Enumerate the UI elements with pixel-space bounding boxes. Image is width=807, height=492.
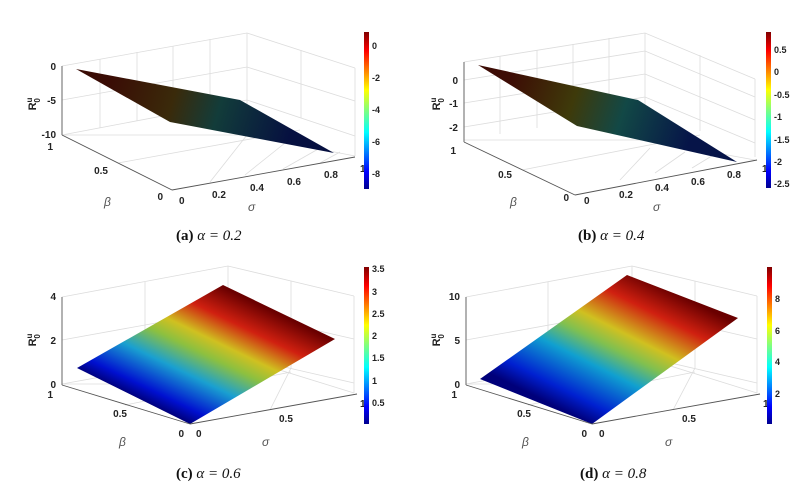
- x-tick: 0.8: [727, 170, 741, 181]
- y-tick: 0.5: [94, 166, 108, 177]
- colorbar-tick: -2: [774, 157, 782, 167]
- colorbar-d: [767, 267, 772, 424]
- y-axis-label: β: [103, 195, 111, 209]
- colorbar-tick: 8: [775, 294, 780, 304]
- surface-plot-c: 4 2 0 1 0.5 0 0 0.5 1 Ru0 β σ 3.5 3 2.5 …: [25, 264, 385, 449]
- colorbar-tick: 3.5: [372, 264, 385, 274]
- colorbar-tick: 0: [774, 67, 779, 77]
- colorbar-tick: 1: [372, 376, 377, 386]
- caption-d: (d) α = 0.8: [580, 466, 647, 482]
- surface-d: [480, 275, 738, 424]
- colorbar-tick: 6: [775, 326, 780, 336]
- y-axis-label: β: [521, 435, 529, 449]
- z-axis-label: Ru0: [25, 333, 42, 346]
- z-tick: 0: [452, 76, 458, 87]
- z-tick: -5: [47, 96, 56, 107]
- y-tick: 0: [178, 429, 184, 440]
- colorbar-c: [364, 267, 369, 424]
- y-tick: 0: [581, 429, 587, 440]
- colorbar-tick: 4: [775, 357, 780, 367]
- x-tick: 0.4: [655, 183, 669, 194]
- x-tick: 0.5: [279, 414, 293, 425]
- caption-b: (b) α = 0.4: [578, 228, 645, 244]
- x-tick: 0: [196, 429, 202, 440]
- x-tick: 0.6: [691, 177, 705, 188]
- y-tick: 1: [47, 142, 53, 153]
- colorbar-tick: 1.5: [372, 353, 385, 363]
- colorbar-tick: 2.5: [372, 309, 385, 319]
- colorbar-tick: -2.5: [774, 179, 790, 189]
- caption-c: (c) α = 0.6: [176, 466, 241, 482]
- z-tick: 5: [454, 336, 460, 347]
- y-axis-label: β: [509, 195, 517, 209]
- z-tick: 0: [454, 380, 460, 391]
- colorbar-tick: -0.5: [774, 90, 790, 100]
- colorbar-tick: -8: [372, 169, 380, 179]
- z-tick: -2: [449, 123, 458, 134]
- x-tick: 1: [762, 164, 768, 175]
- colorbar-b: [766, 32, 771, 188]
- colorbar-tick: 0.5: [372, 398, 385, 408]
- y-tick: 1: [450, 146, 456, 157]
- surface-a: [76, 69, 334, 153]
- y-tick: 0: [157, 192, 163, 203]
- y-tick: 0: [563, 193, 569, 204]
- surface-plot-b: 0 -1 -2 1 0.5 0 0 0.2 0.4 0.6 0.8 1 Ru0 …: [429, 32, 790, 214]
- caption-a: (a) α = 0.2: [176, 228, 242, 244]
- surface-plot-a: 0 -5 -10 1 0.5 0 0 0.2 0.4 0.6 0.8 1 Ru0…: [25, 32, 380, 214]
- colorbar-tick: 3: [372, 287, 377, 297]
- z-axis-label: Ru0: [429, 97, 446, 110]
- colorbar-tick: 2: [775, 389, 780, 399]
- z-tick: -10: [42, 130, 57, 141]
- colorbar-tick: -1: [774, 112, 782, 122]
- colorbar-tick: -1.5: [774, 135, 790, 145]
- colorbar-a: [364, 32, 369, 189]
- colorbar-tick: 0: [372, 41, 377, 51]
- z-tick: -1: [449, 99, 458, 110]
- colorbar-tick: -4: [372, 105, 380, 115]
- colorbar-tick: 0.5: [774, 45, 787, 55]
- x-tick: 1: [763, 399, 769, 410]
- x-axis-label: σ: [262, 435, 270, 449]
- x-tick: 0.2: [619, 190, 633, 201]
- z-tick: 2: [50, 336, 56, 347]
- y-axis-label: β: [118, 435, 126, 449]
- surface-plot-d: 10 5 0 1 0.5 0 0 0.5 1 Ru0 β σ 8 6 4 2: [429, 265, 780, 449]
- x-tick: 1: [360, 164, 366, 175]
- surface-c: [77, 285, 335, 424]
- x-tick: 0: [584, 196, 590, 207]
- z-tick: 0: [50, 380, 56, 391]
- x-axis-label: σ: [248, 200, 256, 214]
- x-tick: 0.6: [287, 177, 301, 188]
- colorbar-tick: -2: [372, 73, 380, 83]
- surface-b: [478, 65, 737, 162]
- x-tick: 0.5: [682, 414, 696, 425]
- colorbar-tick: 2: [372, 331, 377, 341]
- y-tick: 0.5: [113, 409, 127, 420]
- y-tick: 1: [451, 390, 457, 401]
- y-tick: 0.5: [498, 170, 512, 181]
- z-axis-label: Ru0: [25, 97, 42, 110]
- y-tick: 0.5: [517, 409, 531, 420]
- z-tick: 4: [50, 292, 56, 303]
- z-tick: 10: [449, 292, 461, 303]
- x-axis-label: σ: [653, 200, 661, 214]
- x-tick: 0: [179, 196, 185, 207]
- grid-lines: [463, 32, 756, 181]
- colorbar-tick: -6: [372, 137, 380, 147]
- x-tick: 0.2: [212, 190, 226, 201]
- z-axis-label: Ru0: [429, 333, 446, 346]
- x-tick: 1: [360, 399, 366, 410]
- x-axis-label: σ: [665, 435, 673, 449]
- z-tick: 0: [50, 62, 56, 73]
- x-tick: 0: [599, 429, 605, 440]
- x-tick: 0.4: [250, 183, 264, 194]
- y-tick: 1: [47, 390, 53, 401]
- x-tick: 0.8: [324, 170, 338, 181]
